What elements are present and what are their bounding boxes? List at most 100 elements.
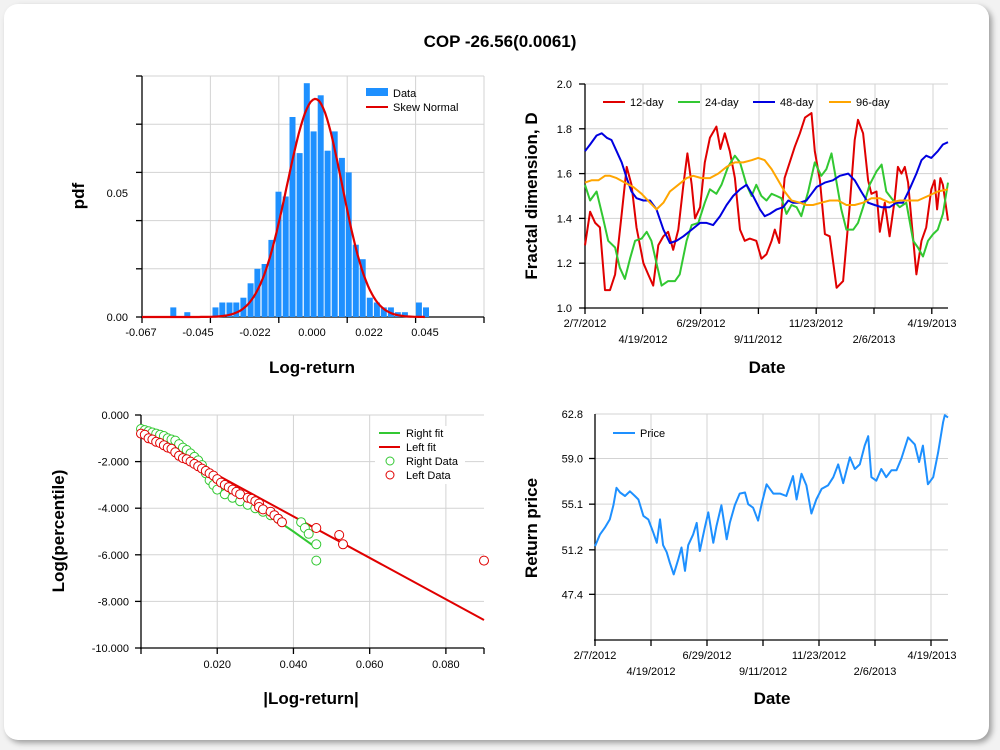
histogram-bar: [170, 307, 177, 317]
y-tick-label: 0.05: [107, 188, 128, 200]
legend-label-fit: Skew Normal: [393, 102, 458, 114]
histogram-bar: [366, 297, 373, 317]
legend-swatch-data: [366, 88, 388, 96]
x-tick-label: 6/29/2012: [683, 650, 732, 662]
x-tick-label: 0.000: [298, 327, 326, 339]
legend-label-left-data: Left Data: [406, 470, 452, 482]
y-tick-label: 0.000: [101, 410, 129, 422]
histogram-bar: [296, 153, 303, 317]
left-data-point: [277, 517, 287, 528]
x-tick-label: 2/7/2012: [564, 318, 607, 330]
legend-label-48-day: 48-day: [780, 97, 814, 109]
y-tick-label: -6.000: [98, 550, 129, 562]
y-tick-label: 1.2: [557, 258, 572, 270]
x-axis-title: |Log-return|: [263, 689, 358, 708]
x-tick-label: -0.067: [125, 327, 156, 339]
histogram-bar: [373, 302, 380, 317]
legend-label-right-fit: Right fit: [406, 428, 443, 440]
y-tick-label: 1.0: [557, 303, 572, 315]
histogram-bar: [184, 312, 191, 317]
x-tick-label: 9/11/2012: [734, 334, 782, 346]
series-line-24-day: [584, 152, 949, 287]
chart-panel: [4, 4, 989, 740]
right-data-point: [303, 528, 314, 539]
right-data-point: [311, 555, 322, 566]
histogram-bar: [310, 131, 317, 317]
legend-label-data: Data: [393, 88, 417, 100]
histogram-chart: -0.067 -0.045 -0.022 0.000 0.022 0.045 0.05 0.0…: [69, 75, 485, 377]
x-tick-label: 0.080: [432, 659, 460, 671]
histogram-bar: [359, 259, 366, 317]
y-tick-label: 51.2: [562, 545, 583, 557]
price-chart: 62.8 59.0 55.1 51.2 47.4 2/7/2012 6/29/2012 11/…: [522, 409, 956, 708]
x-tick-label: -0.022: [239, 327, 270, 339]
x-tick-label: -0.045: [182, 327, 213, 339]
y-tick-label: 1.6: [557, 169, 572, 181]
legend-label-left-fit: Left fit: [406, 442, 436, 454]
x-tick-label: 2/6/2013: [853, 334, 896, 346]
series-line-price: [594, 414, 949, 576]
histogram-bar: [303, 83, 310, 317]
histogram-bar: [415, 302, 422, 317]
x-tick-label: 9/11/2012: [739, 666, 787, 678]
x-tick-label: 11/23/2012: [789, 318, 843, 330]
y-tick-label: -10.000: [92, 643, 129, 655]
histogram-bar: [275, 191, 282, 317]
y-tick-label: 1.4: [557, 213, 572, 225]
x-tick-label: 0.045: [411, 327, 439, 339]
tail-fit-chart: 0.020 0.040 0.060 0.080 0.000 -2.000 -4.000 -6.…: [49, 410, 489, 708]
x-tick-label: 0.022: [355, 327, 383, 339]
legend-label-right-data: Right Data: [406, 456, 459, 468]
y-axis-title: pdf: [69, 182, 88, 209]
x-tick-label: 4/19/2012: [627, 666, 676, 678]
x-tick-label: 0.020: [203, 659, 231, 671]
skew-normal-fit-line: [142, 97, 425, 319]
x-axis-title: Log-return: [269, 358, 355, 377]
histogram-bar: [331, 131, 338, 317]
legend-label-24-day: 24-day: [705, 97, 739, 109]
histogram-bar: [289, 117, 296, 317]
y-tick-label: 0.00: [107, 312, 128, 324]
fractal-dimension-chart: 2.0 1.8 1.6 1.4 1.2 1.0 2/7/2012 6/29/2012 11/23…: [522, 79, 956, 377]
x-tick-label: 0.060: [356, 659, 384, 671]
histogram-bar: [282, 196, 289, 317]
series-line-12-day: [584, 112, 949, 292]
histogram-bar: [401, 312, 408, 317]
series-line-48-day: [584, 132, 949, 244]
left-data-point: [311, 523, 322, 533]
histogram-bar: [254, 268, 261, 317]
right-data-point: [311, 539, 322, 550]
x-tick-label: 6/29/2012: [677, 318, 726, 330]
legend-swatch-left-data: [385, 470, 395, 480]
left-data-point: [479, 555, 489, 566]
left-data-point: [334, 530, 345, 540]
legend-label-12-day: 12-day: [630, 97, 664, 109]
x-tick-label: 4/19/2013: [908, 650, 957, 662]
histogram-bar: [380, 307, 387, 317]
y-tick-label: 47.4: [562, 589, 583, 601]
x-axis-title: Date: [749, 358, 786, 377]
y-tick-label: -4.000: [98, 503, 129, 515]
y-axis-title: Fractal dimension, D: [522, 112, 541, 279]
y-tick-label: -2.000: [98, 457, 129, 469]
histogram-bar: [226, 302, 233, 317]
y-tick-label: 62.8: [562, 409, 583, 421]
histogram-bar: [219, 302, 226, 317]
y-axis-title: Log(percentile): [49, 470, 68, 593]
x-tick-label: 4/19/2013: [908, 318, 957, 330]
left-data-point: [338, 539, 348, 550]
y-tick-label: 55.1: [562, 499, 583, 511]
legend-label-price: Price: [640, 428, 665, 440]
histogram-bar: [345, 172, 352, 317]
legend-swatch-right-data: [385, 456, 395, 466]
y-tick-label: -8.000: [98, 596, 129, 608]
histogram-bar: [261, 264, 268, 317]
x-tick-label: 0.040: [280, 659, 308, 671]
histogram-bar: [324, 150, 331, 317]
histogram-bar: [212, 307, 219, 317]
histogram-bar: [317, 95, 324, 317]
histogram-bar: [423, 307, 429, 317]
y-tick-label: 1.8: [557, 124, 572, 136]
figure-title: COP -26.56(0.0061): [423, 32, 577, 51]
